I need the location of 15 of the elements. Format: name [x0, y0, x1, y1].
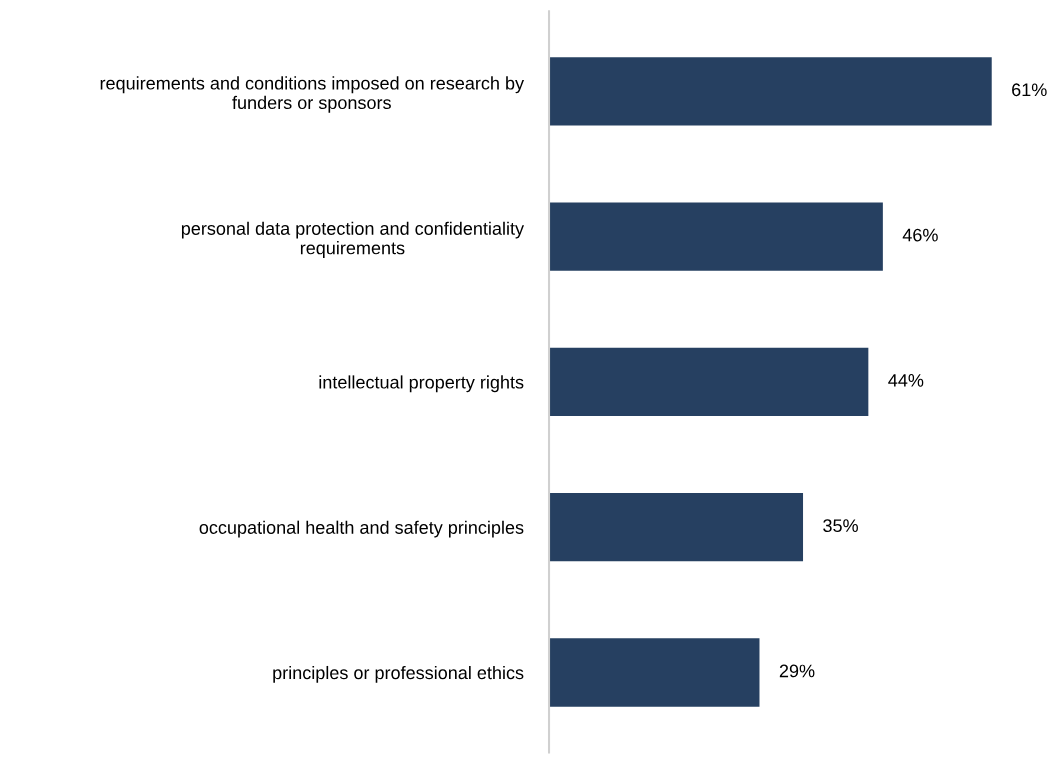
y-tick-label: principles or professional ethics	[273, 665, 524, 683]
data-label: 46%	[902, 228, 938, 242]
y-tick-label: occupational health and safety principles	[199, 520, 524, 538]
data-label: 29%	[779, 664, 815, 678]
data-label: 61%	[1012, 83, 1047, 97]
bar	[549, 493, 804, 562]
y-tick-label: personal data protection and confidentiality requirements	[181, 221, 525, 258]
y-tick-label: requirements and conditions imposed on research by funders or sponsors	[100, 76, 525, 113]
data-label: 35%	[823, 519, 858, 533]
bar	[549, 347, 869, 417]
bar	[549, 57, 992, 126]
bar	[549, 638, 760, 707]
y-tick-label: intellectual property rights	[319, 375, 524, 393]
data-label: 44%	[888, 374, 924, 387]
bar	[549, 202, 883, 271]
